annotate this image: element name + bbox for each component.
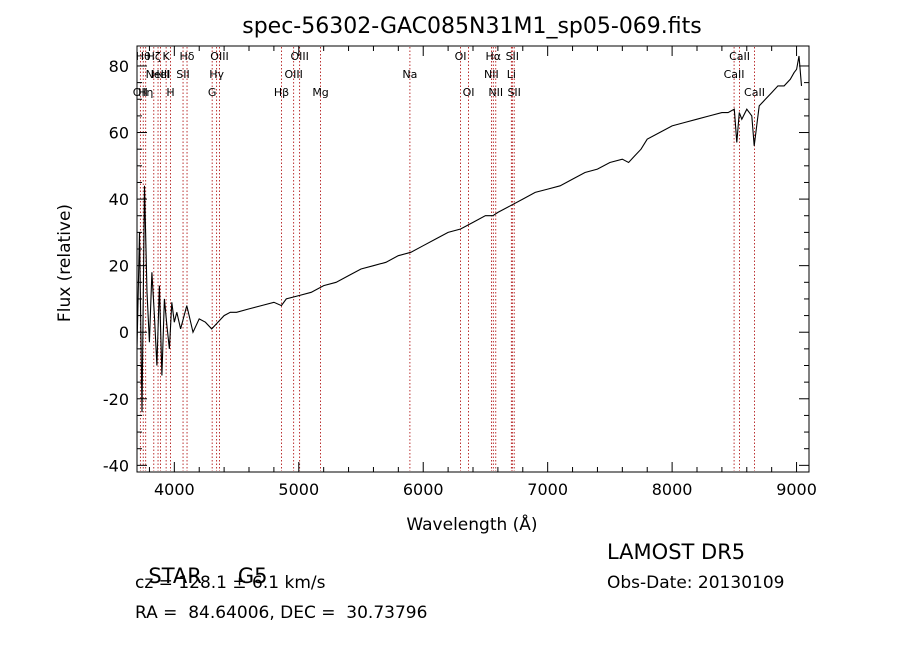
y-axis-label: Flux (relative) <box>55 204 75 322</box>
y-tick-label-3: 20 <box>109 257 129 276</box>
line-label-24: SII <box>506 50 519 63</box>
line-label-7: H <box>166 86 174 99</box>
spectral-class: STAR G5 <box>135 540 267 588</box>
line-label-3: Hζ <box>147 50 161 63</box>
y-tick-label-1: -20 <box>103 390 129 409</box>
line-label-13: Hβ <box>274 86 289 99</box>
line-label-23: Li <box>507 68 516 81</box>
line-label-22: NII <box>488 86 503 99</box>
line-label-14: OIII <box>284 68 302 81</box>
line-label-11: Hγ <box>209 68 224 81</box>
y-tick-label-0: -40 <box>103 456 129 475</box>
line-label-21: Hα <box>486 50 502 63</box>
velocity-readout: cz = 128.1 ± 6.1 km/s <box>135 573 326 593</box>
line-label-5: HeI <box>151 68 169 81</box>
line-label-9: Hδ <box>180 50 195 63</box>
line-label-25: SII <box>507 86 520 99</box>
survey-name: LAMOST DR5 <box>607 540 746 564</box>
y-tick-label-6: 80 <box>109 57 129 76</box>
line-label-17: Na <box>402 68 417 81</box>
chart-title: spec-56302-GAC085N31M1_sp05-069.fits <box>242 14 702 39</box>
object-subclass: G5 <box>237 564 268 588</box>
y-tick-label-4: 40 <box>109 190 129 209</box>
object-class: STAR <box>148 564 202 588</box>
y-tick-label-5: 60 <box>109 124 129 143</box>
x-tick-label-0: 4000 <box>154 480 195 499</box>
x-axis-ticks: 4000 5000 6000 7000 8000 9000 <box>148 46 817 499</box>
x-tick-label-2: 6000 <box>403 480 444 499</box>
line-label-10: G <box>208 86 217 99</box>
line-label-19: OI <box>463 86 475 99</box>
line-label-15: OIII <box>290 50 308 63</box>
line-label-8: SII <box>176 68 189 81</box>
obs-date: Obs-Date: 20130109 <box>607 573 785 593</box>
line-label-4: NeIII <box>146 68 171 81</box>
line-label-2: Hη <box>138 86 153 99</box>
spectral-line-markers <box>139 47 755 471</box>
x-tick-label-4: 8000 <box>652 480 693 499</box>
y-tick-label-2: 0 <box>119 323 129 342</box>
line-label-6: K <box>163 50 171 63</box>
line-label-20: NII <box>484 68 499 81</box>
spectrum-line <box>136 55 803 413</box>
plot-frame <box>136 45 810 473</box>
line-label-16: Mg <box>312 86 328 99</box>
line-label-27: CaII <box>729 50 750 63</box>
line-label-18: OI <box>455 50 467 63</box>
coordinates: RA = 84.64006, DEC = 30.73796 <box>135 603 428 623</box>
x-axis-label: Wavelength (Å) <box>406 513 537 535</box>
line-label-28: CaII <box>744 86 765 99</box>
spectrum-plot: spec-56302-GAC085N31M1_sp05-069.fits OII… <box>55 14 817 535</box>
spectral-line-labels: OIIHθHηHζNeIIIHeIKHSIIHδGHγOIIIHβOIIIOII… <box>133 50 765 99</box>
x-tick-label-5: 9000 <box>776 480 817 499</box>
line-label-26: CaII <box>724 68 745 81</box>
x-tick-label-1: 5000 <box>278 480 319 499</box>
x-tick-label-3: 7000 <box>527 480 568 499</box>
line-label-1: Hθ <box>136 50 151 63</box>
y-axis-ticks: -40 -20 0 20 40 60 80 <box>103 57 809 475</box>
line-label-12: OIII <box>210 50 228 63</box>
